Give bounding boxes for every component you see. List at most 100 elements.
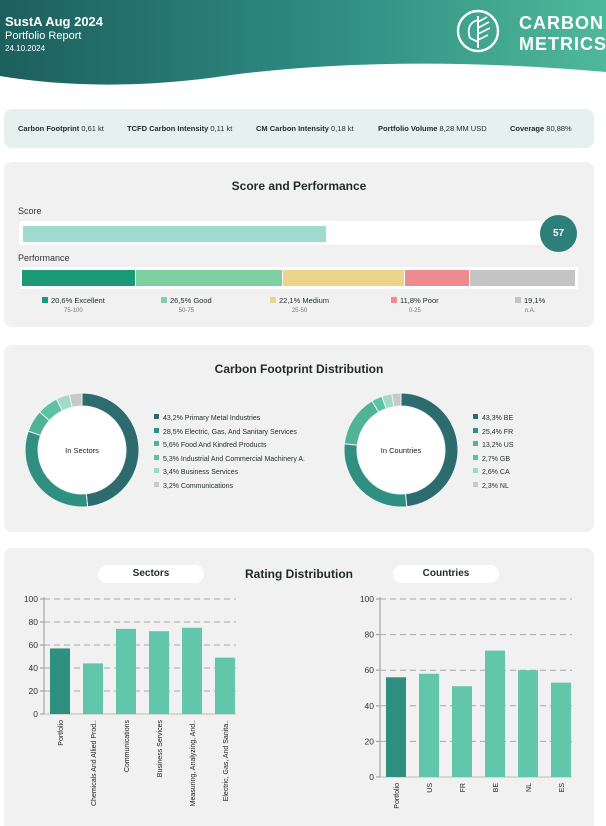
legend-item: 5,3% Industrial And Commercial Machinery… — [154, 453, 305, 467]
bar-category — [452, 686, 472, 777]
kpi-coverage: Coverage 80,88% — [510, 124, 572, 133]
y-tick-label: 40 — [365, 701, 375, 711]
carbon-distribution-card: Carbon Footprint Distribution In Sectors… — [4, 345, 594, 532]
score-bar — [19, 221, 559, 245]
performance-label: Performance — [18, 253, 70, 263]
legend-text: 43,2% Primary Metal Industries — [163, 415, 261, 422]
rating-distribution-card: Sectors Rating Distribution Countries 0 2… — [4, 548, 594, 826]
report-title: SustA Aug 2024 — [5, 14, 104, 29]
x-tick-label: Portfolio — [58, 720, 65, 746]
kpi-cm-intensity: CM Carbon Intensity 0,18 kt — [256, 124, 354, 133]
bar-portfolio — [50, 648, 70, 714]
legend-text: 26,5% Good — [170, 296, 212, 305]
legend-text: 25,4% FR — [482, 428, 514, 436]
sectors-legend: 43,2% Primary Metal Industries 28,5% Elec… — [154, 412, 305, 493]
performance-legend-item: 11,8% Poor 0-25 — [391, 296, 439, 314]
x-tick-label: US — [427, 783, 434, 793]
donut-center-label: In Sectors — [65, 446, 99, 455]
performance-legend-item: 20,6% Excellent 75-100 — [42, 296, 105, 314]
y-tick-label: 60 — [365, 665, 375, 675]
legend-swatch — [473, 468, 478, 473]
kpi-tcfd-intensity: TCFD Carbon Intensity 0,11 kt — [127, 124, 232, 133]
legend-swatch — [473, 454, 478, 460]
rating-bar-charts: 0 20 40 60 80 100 Portfolio Chemicals And Allie… — [24, 594, 572, 809]
legend-text: 5,6% Food And Kindred Products — [163, 442, 267, 449]
kpi-value: 0,11 kt — [210, 124, 233, 133]
legend-item: 13,2% US — [473, 439, 514, 453]
x-tick-label: Portfolio — [394, 783, 401, 809]
performance-segment — [470, 270, 575, 286]
legend-range: 75-100 — [64, 308, 83, 314]
legend-range: 0-25 — [408, 308, 421, 314]
legend-swatch — [161, 297, 167, 303]
kpi-value: 0,61 kt — [81, 124, 104, 133]
legend-swatch — [473, 414, 478, 419]
legend-item: 25,4% FR — [473, 426, 514, 440]
x-tick-label: NL — [526, 783, 533, 792]
carbon-leaf-icon — [456, 9, 500, 53]
legend-item: 43,2% Primary Metal Industries — [154, 412, 305, 426]
legend-range: 25-50 — [291, 308, 308, 314]
donut-hole — [38, 406, 126, 494]
rating-title: Rating Distribution — [245, 567, 353, 581]
kpi-value: 80,88% — [546, 124, 572, 133]
kpi-label: Coverage — [510, 124, 545, 133]
legend-swatch — [154, 481, 159, 487]
x-tick-label: FR — [460, 783, 467, 792]
y-tick-label: 80 — [365, 630, 375, 640]
legend-item: 5,6% Food And Kindred Products — [154, 439, 305, 453]
performance-segment — [136, 270, 282, 286]
countries-legend: 43,3% BE 25,4% FR 13,2% US 2,7% GB 2,6% CA 2,… — [473, 412, 514, 493]
bar-category — [83, 663, 103, 714]
y-tick-label: 20 — [365, 736, 375, 746]
brand-line-2: METRICS — [519, 34, 606, 54]
performance-segment — [282, 270, 404, 286]
countries-pill: Countries — [393, 565, 499, 583]
legend-text: 19,1% — [524, 296, 546, 305]
countries-donut-chart: In Countries — [343, 392, 459, 508]
legend-item: 2,3% NL — [473, 480, 514, 494]
legend-swatch — [154, 468, 159, 473]
x-tick-label: BE — [493, 783, 500, 793]
report-subtitle: Portfolio Report — [5, 30, 82, 42]
y-tick-label: 100 — [24, 594, 38, 604]
x-tick-label: Business Services — [157, 720, 164, 778]
donut-slice — [68, 392, 83, 408]
legend-swatch — [473, 441, 478, 446]
y-tick-label: 40 — [29, 663, 39, 673]
bar-category — [551, 682, 571, 777]
donut-slice — [391, 392, 402, 408]
legend-text: 2,7% GB — [482, 455, 511, 463]
y-tick-label: 80 — [29, 617, 39, 627]
performance-legend-item: 26,5% Good 50-75 — [161, 296, 212, 314]
performance-legend-item: 22,1% Medium 25-50 — [270, 296, 329, 314]
bar-category — [116, 628, 136, 714]
legend-text: 2,3% NL — [482, 482, 509, 490]
kpi-label: Portfolio Volume — [378, 124, 438, 133]
kpi-label: Carbon Footprint — [18, 124, 80, 133]
brand-logo: CARBON METRICS — [455, 8, 606, 56]
x-tick-label: Measuring, Analyzing, And.. — [190, 720, 197, 806]
score-badge: 57 — [540, 215, 577, 252]
legend-text: 28,5% Electric, Gas, And Sanitary Servic… — [163, 428, 297, 436]
legend-item: 43,3% BE — [473, 412, 514, 426]
legend-text: 13,2% US — [482, 442, 514, 449]
bar-category — [215, 657, 235, 714]
performance-legend-item: 19,1% n.A. — [515, 296, 545, 314]
donut-center-label: In Countries — [381, 446, 422, 455]
legend-swatch — [154, 427, 159, 433]
report-date: 24.10.2024 — [5, 44, 46, 53]
y-tick-label: 20 — [29, 686, 39, 696]
x-tick-label: Chemicals And Allied Prod.. — [91, 720, 98, 806]
legend-text: 11,8% Poor — [400, 296, 439, 305]
donut-hole — [357, 406, 445, 494]
x-tick-label: ES — [559, 783, 566, 793]
brand-name: CARBON METRICS — [519, 13, 606, 55]
kpi-carbon-footprint: Carbon Footprint 0,61 kt — [18, 124, 104, 133]
legend-swatch — [473, 427, 478, 433]
y-tick-label: 60 — [29, 640, 39, 650]
legend-text: 3,2% Communications — [163, 482, 234, 490]
y-tick-label: 100 — [360, 594, 374, 604]
legend-item: 3,2% Communications — [154, 480, 305, 494]
performance-segment — [404, 270, 470, 286]
